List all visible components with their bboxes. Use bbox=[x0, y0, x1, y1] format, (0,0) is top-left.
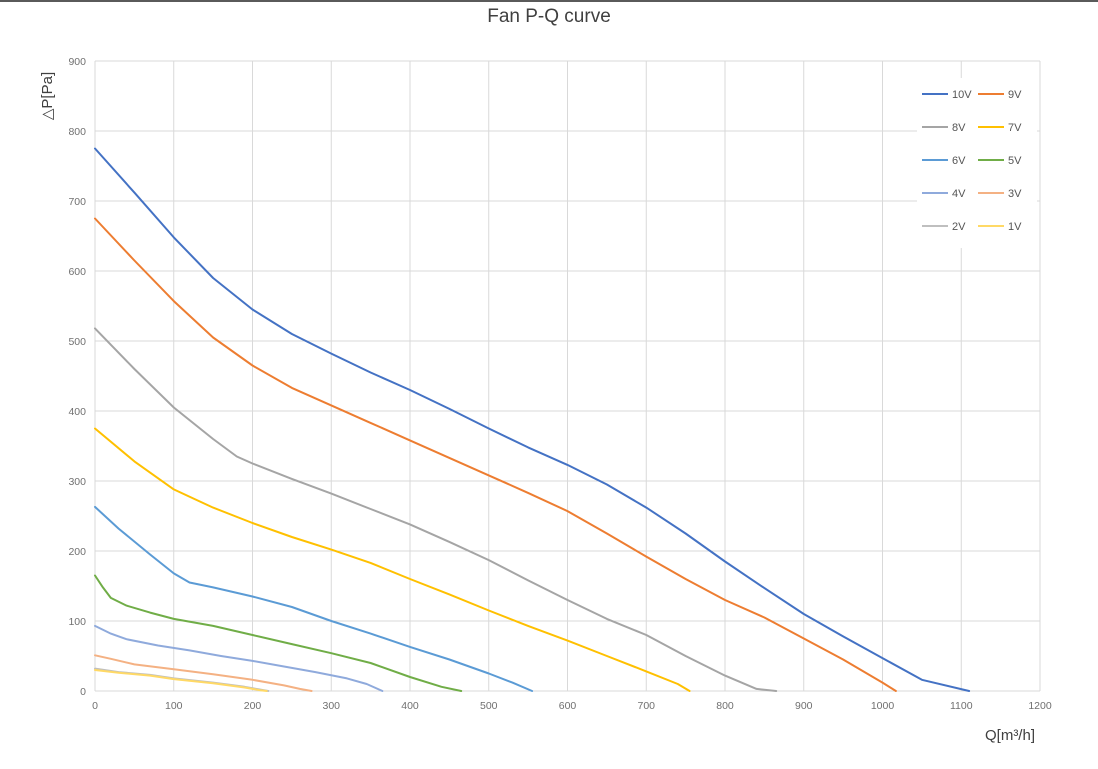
legend-label-7V: 7V bbox=[1008, 122, 1022, 134]
series-line-7V bbox=[94, 427, 691, 692]
legend-label-5V: 5V bbox=[1008, 155, 1022, 167]
series-line-9V bbox=[94, 217, 897, 692]
legend-label-2V: 2V bbox=[952, 221, 966, 233]
x-tick-label: 1100 bbox=[950, 700, 973, 712]
y-tick-label: 500 bbox=[68, 336, 86, 348]
series-line-10V bbox=[94, 147, 971, 692]
legend: 10V 9V 8V 7V 6V 5V 4V 3V 2V 1V bbox=[917, 78, 1037, 248]
x-tick-label: 800 bbox=[716, 700, 734, 712]
x-axis-label: Q[m³/h] bbox=[985, 727, 1035, 744]
legend-label-4V: 4V bbox=[952, 188, 966, 200]
legend-label-9V: 9V bbox=[1008, 89, 1022, 101]
top-border bbox=[0, 0, 1098, 2]
series-lines bbox=[94, 147, 971, 692]
gridlines bbox=[94, 60, 1041, 692]
series-line-6V bbox=[94, 505, 534, 692]
x-tick-label: 1000 bbox=[871, 700, 895, 712]
y-tick-label: 700 bbox=[68, 196, 86, 208]
y-tick-label: 800 bbox=[68, 126, 86, 138]
x-tick-label: 400 bbox=[401, 700, 419, 712]
legend-label-6V: 6V bbox=[952, 155, 966, 167]
y-axis-label: △P[Pa] bbox=[39, 72, 56, 120]
legend-label-1V: 1V bbox=[1008, 221, 1022, 233]
x-tick-label: 200 bbox=[244, 700, 262, 712]
y-tick-label: 200 bbox=[68, 546, 86, 558]
series-line-8V bbox=[94, 327, 778, 692]
series-line-4V bbox=[94, 624, 384, 692]
legend-label-10V: 10V bbox=[952, 89, 972, 101]
x-tick-label: 700 bbox=[637, 700, 655, 712]
x-tick-label: 0 bbox=[92, 700, 98, 712]
y-tick-label: 900 bbox=[68, 56, 86, 68]
y-tick-label: 300 bbox=[68, 476, 86, 488]
x-tick-label: 900 bbox=[795, 700, 813, 712]
y-tick-label: 0 bbox=[80, 686, 86, 698]
x-tick-label: 300 bbox=[322, 700, 340, 712]
y-tick-label: 600 bbox=[68, 266, 86, 278]
x-tick-label: 1200 bbox=[1028, 700, 1052, 712]
series-line-1V bbox=[94, 669, 268, 692]
x-axis-ticks: 0 100 200 300 400 500 600 700 800 900 1000 1100 1200 bbox=[92, 700, 1052, 712]
y-axis-ticks: 0 100 200 300 400 500 600 700 800 900 bbox=[68, 56, 86, 698]
y-tick-label: 100 bbox=[68, 616, 86, 628]
legend-box bbox=[917, 78, 1037, 248]
series-line-3V bbox=[94, 654, 313, 692]
x-tick-label: 600 bbox=[559, 700, 577, 712]
legend-label-8V: 8V bbox=[952, 122, 966, 134]
y-tick-label: 400 bbox=[68, 406, 86, 418]
x-tick-label: 100 bbox=[165, 700, 183, 712]
x-tick-label: 500 bbox=[480, 700, 498, 712]
legend-label-3V: 3V bbox=[1008, 188, 1022, 200]
chart-title: Fan P-Q curve bbox=[487, 6, 611, 27]
series-line-5V bbox=[94, 574, 463, 692]
